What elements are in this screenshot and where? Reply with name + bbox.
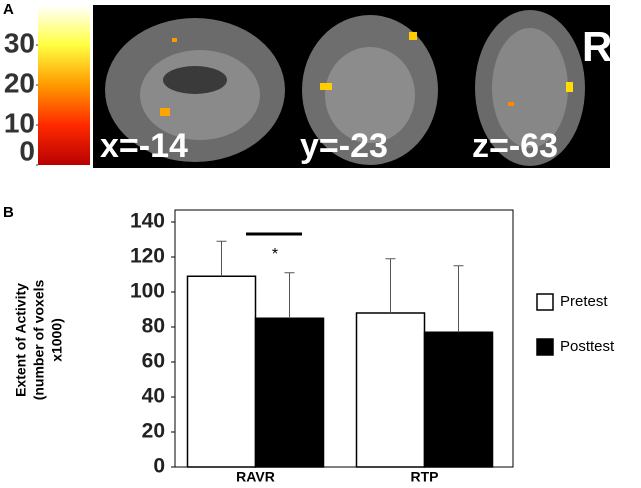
bar	[254, 317, 325, 468]
x-tick-label: RTP	[411, 469, 439, 485]
activation-blob	[160, 108, 170, 116]
side-label: R	[582, 23, 612, 70]
legend-swatch	[536, 293, 554, 311]
colorbar-tick-label: 10	[4, 107, 35, 138]
x-tick-label: RAVR	[236, 469, 275, 485]
slice-label: y=-23	[300, 127, 388, 165]
plot-frame	[174, 209, 514, 468]
error-bar	[284, 272, 295, 319]
error-bar	[453, 265, 464, 333]
y-tick-label: 60	[142, 350, 165, 373]
activation-blob	[172, 38, 177, 42]
y-tick-label: 40	[142, 385, 165, 408]
activation-blob	[508, 102, 514, 106]
legend-swatch	[536, 338, 554, 356]
y-tick-label: 0	[153, 455, 165, 478]
panel-label: B	[3, 204, 14, 221]
bar	[186, 275, 257, 468]
y-tick-label: 100	[130, 280, 165, 303]
error-bar	[385, 258, 396, 313]
y-axis-label: Extent of Activity	[13, 283, 29, 397]
y-tick-label: 120	[130, 245, 165, 268]
y-tick-label: 20	[142, 420, 165, 443]
bar	[355, 312, 426, 468]
activation-blob	[409, 32, 417, 40]
y-axis-label: (number of voxels	[31, 280, 47, 401]
y-tick-label: 80	[142, 315, 165, 338]
slice-label: z=-63	[472, 127, 558, 165]
significance-marker: *	[272, 246, 278, 263]
slice-label: x=-14	[100, 127, 188, 165]
colorbar-tick-label: 20	[4, 67, 35, 98]
axial-detail	[492, 28, 568, 148]
error-bar	[216, 240, 227, 277]
colorbar-tick-label: 30	[4, 27, 35, 58]
y-axis-label: x1000)	[49, 318, 65, 362]
colorbar-tick-label: 0	[19, 135, 35, 166]
activation-blob	[320, 83, 332, 90]
brain-image	[93, 5, 610, 168]
panel-label: A	[3, 1, 14, 18]
activation-blob	[566, 82, 573, 92]
bar	[423, 331, 494, 468]
colorbar	[38, 5, 90, 165]
legend-label: Pretest	[560, 293, 608, 310]
sagittal-ventricle	[163, 66, 227, 94]
coronal-detail	[325, 47, 415, 143]
legend-label: Posttest	[560, 338, 615, 355]
y-tick-label: 140	[130, 210, 165, 233]
